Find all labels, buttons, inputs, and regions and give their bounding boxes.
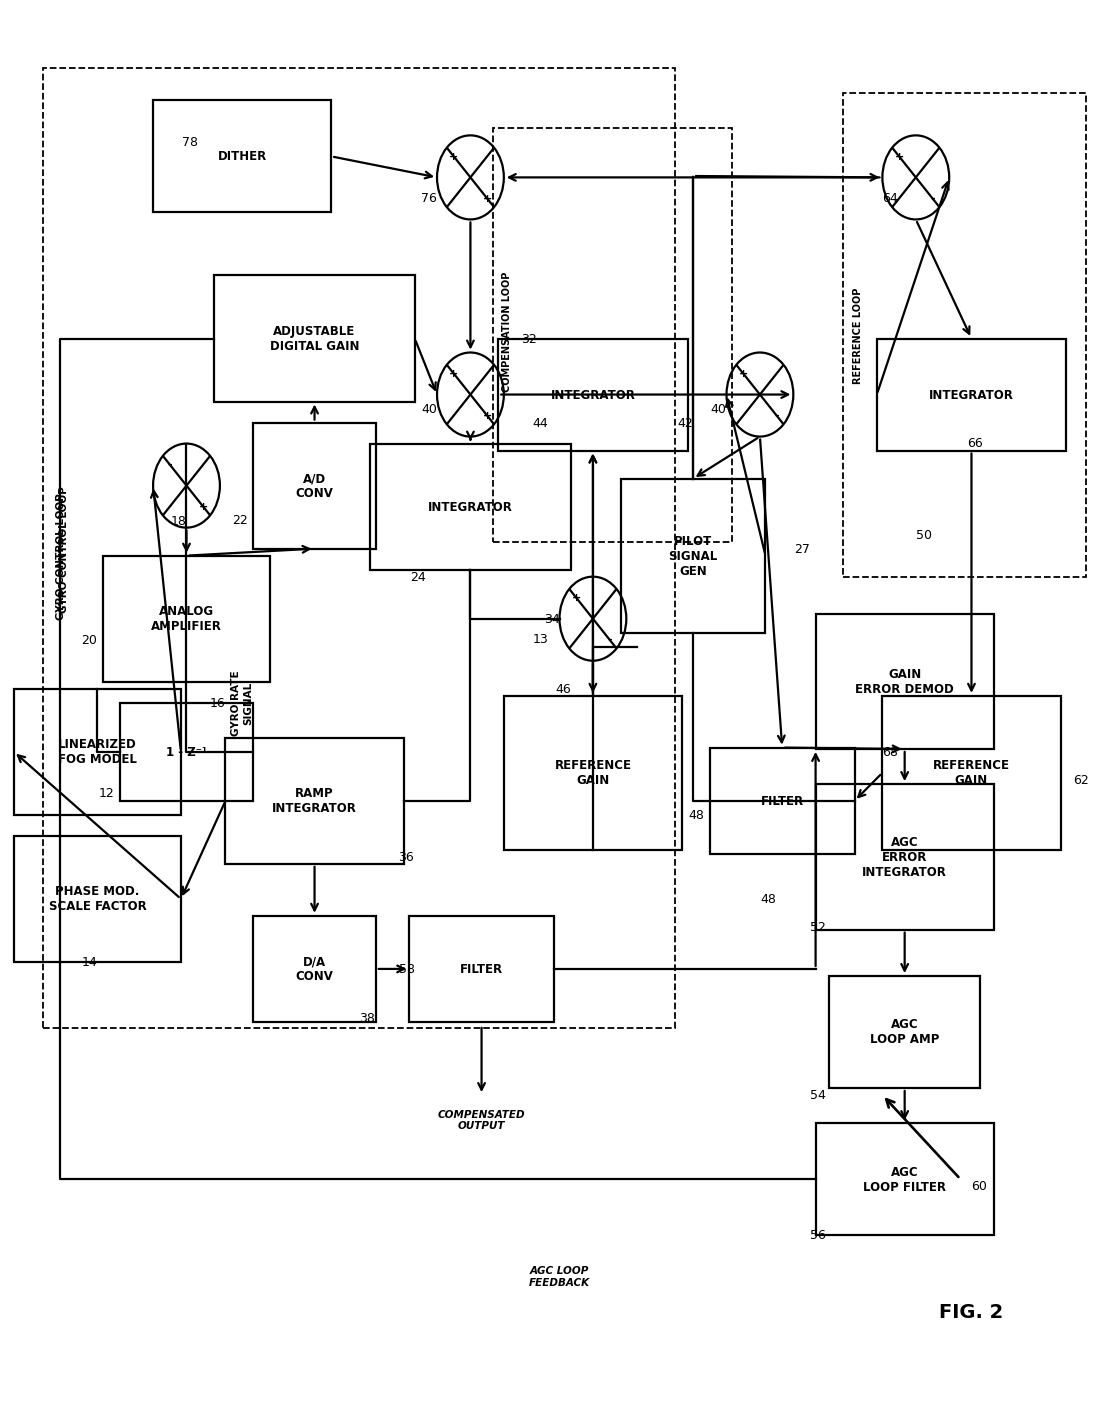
Text: +: + xyxy=(449,368,459,378)
Text: -: - xyxy=(774,411,779,420)
Text: ADJUSTABLE
DIGITAL GAIN: ADJUSTABLE DIGITAL GAIN xyxy=(270,325,359,353)
Text: 13: 13 xyxy=(533,633,548,645)
Text: +: + xyxy=(572,593,581,603)
Bar xyxy=(709,748,855,855)
Text: GYRO RATE
SIGNAL: GYRO RATE SIGNAL xyxy=(232,671,253,735)
Text: GYRO CONTROL LOOP: GYRO CONTROL LOOP xyxy=(59,485,69,612)
Text: -: - xyxy=(608,636,612,645)
Text: 22: 22 xyxy=(232,515,247,527)
Bar xyxy=(877,339,1066,451)
Text: 16: 16 xyxy=(209,696,225,710)
Text: 50: 50 xyxy=(915,529,932,541)
Bar xyxy=(13,837,181,962)
Text: 48: 48 xyxy=(688,808,704,821)
Text: AGC
ERROR
INTEGRATOR: AGC ERROR INTEGRATOR xyxy=(863,835,947,879)
Text: 34: 34 xyxy=(544,613,560,626)
Text: +: + xyxy=(894,152,904,162)
Text: 44: 44 xyxy=(533,416,548,429)
Text: +: + xyxy=(482,194,491,204)
Text: 24: 24 xyxy=(411,571,426,583)
Bar xyxy=(120,703,253,801)
Text: ANALOG
AMPLIFIER: ANALOG AMPLIFIER xyxy=(151,605,222,633)
Bar xyxy=(621,479,765,633)
Text: REFERENCE
GAIN: REFERENCE GAIN xyxy=(554,759,631,787)
Text: GAIN
ERROR DEMOD: GAIN ERROR DEMOD xyxy=(855,668,955,696)
Text: 40: 40 xyxy=(711,402,726,415)
Text: GYRO CONTROL LOOP: GYRO CONTROL LOOP xyxy=(56,492,66,619)
Text: COMPENSATION LOOP: COMPENSATION LOOP xyxy=(502,271,513,392)
Text: 27: 27 xyxy=(794,543,810,555)
Text: INTEGRATOR: INTEGRATOR xyxy=(929,388,1014,401)
Text: 60: 60 xyxy=(971,1180,987,1192)
Text: AGC LOOP
FEEDBACK: AGC LOOP FEEDBACK xyxy=(529,1265,590,1288)
Text: 52: 52 xyxy=(810,921,826,934)
Bar xyxy=(253,423,376,548)
Text: 48: 48 xyxy=(760,893,775,905)
Text: 62: 62 xyxy=(1073,773,1089,786)
Text: 68: 68 xyxy=(883,745,899,758)
Bar xyxy=(253,915,376,1022)
Text: INTEGRATOR: INTEGRATOR xyxy=(551,388,636,401)
Bar xyxy=(13,689,181,815)
Text: D/A
CONV: D/A CONV xyxy=(295,955,333,983)
Text: +: + xyxy=(449,152,459,162)
Bar xyxy=(844,94,1087,576)
Text: 1 - Z⁻¹: 1 - Z⁻¹ xyxy=(166,745,207,758)
Text: REFERENCE
GAIN: REFERENCE GAIN xyxy=(933,759,1010,787)
Text: 46: 46 xyxy=(555,682,571,696)
Bar xyxy=(829,976,980,1088)
Text: 18: 18 xyxy=(170,515,187,527)
Bar xyxy=(215,276,415,402)
Text: COMPENSATED
OUTPUT: COMPENSATED OUTPUT xyxy=(438,1109,526,1130)
Text: FILTER: FILTER xyxy=(761,794,803,807)
Bar xyxy=(816,785,994,929)
Bar xyxy=(370,444,571,569)
Text: 12: 12 xyxy=(98,787,114,800)
Text: 78: 78 xyxy=(181,136,198,149)
Text: +: + xyxy=(198,502,208,512)
Text: +: + xyxy=(482,411,491,420)
Text: 32: 32 xyxy=(521,332,537,346)
Text: 56: 56 xyxy=(810,1229,826,1241)
Bar xyxy=(504,696,681,851)
Text: INTEGRATOR: INTEGRATOR xyxy=(427,501,513,513)
Bar xyxy=(816,1123,994,1234)
Bar xyxy=(43,69,675,1028)
Text: A/D
CONV: A/D CONV xyxy=(295,472,333,501)
Text: AGC
LOOP FILTER: AGC LOOP FILTER xyxy=(863,1166,947,1194)
Text: AGC
LOOP AMP: AGC LOOP AMP xyxy=(869,1018,939,1046)
Text: 40: 40 xyxy=(421,402,438,415)
Bar xyxy=(410,915,554,1022)
Text: 66: 66 xyxy=(967,437,982,450)
Text: 76: 76 xyxy=(421,193,438,205)
Text: DITHER: DITHER xyxy=(217,150,266,163)
Text: 14: 14 xyxy=(82,956,97,969)
Text: PILOT
SIGNAL
GEN: PILOT SIGNAL GEN xyxy=(668,534,717,578)
Text: 38: 38 xyxy=(359,1011,375,1025)
Bar xyxy=(492,129,732,541)
Bar xyxy=(225,738,404,865)
Bar xyxy=(103,555,270,682)
Text: PHASE MOD.
SCALE FACTOR: PHASE MOD. SCALE FACTOR xyxy=(48,884,147,912)
Text: RAMP
INTEGRATOR: RAMP INTEGRATOR xyxy=(272,787,357,815)
Bar xyxy=(883,696,1061,851)
Bar xyxy=(498,339,687,451)
Text: 36: 36 xyxy=(398,851,414,863)
Text: 42: 42 xyxy=(677,416,693,429)
Text: REFERENCE LOOP: REFERENCE LOOP xyxy=(853,288,863,384)
Text: +: + xyxy=(739,368,747,378)
Text: 58: 58 xyxy=(398,963,415,976)
Text: LINEARIZED
FOG MODEL: LINEARIZED FOG MODEL xyxy=(58,738,137,766)
Text: FIG. 2: FIG. 2 xyxy=(939,1303,1004,1322)
Bar xyxy=(816,614,994,749)
Text: -: - xyxy=(168,460,172,470)
Bar xyxy=(153,101,331,212)
Text: 64: 64 xyxy=(883,193,899,205)
Text: 20: 20 xyxy=(82,634,97,647)
Text: -: - xyxy=(930,194,934,204)
Text: FILTER: FILTER xyxy=(460,963,504,976)
Text: 54: 54 xyxy=(810,1088,826,1102)
